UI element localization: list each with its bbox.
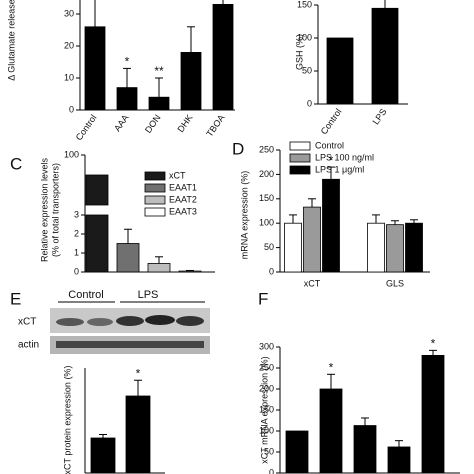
legend-label: xCT <box>169 170 186 180</box>
y-tick-label: 50 <box>302 65 312 75</box>
y-axis-label: mRNA expression (%) <box>239 171 249 260</box>
significance: * <box>431 337 436 351</box>
y-tick-label: 0 <box>74 266 79 276</box>
panel-label: F <box>258 289 268 308</box>
significance: ** <box>154 64 164 78</box>
legend-swatch <box>289 165 311 175</box>
bar <box>367 222 385 273</box>
bar <box>84 26 106 111</box>
y-tick-label: 3 <box>74 209 79 219</box>
y-tick-label: 0 <box>269 266 274 276</box>
bar <box>180 52 202 111</box>
bar <box>421 354 445 474</box>
y-tick-label: 100 <box>64 149 79 159</box>
panel-label: E <box>10 289 21 308</box>
y-tick-label: 50 <box>264 446 274 456</box>
lane-label: Control <box>68 289 103 301</box>
bar <box>178 270 202 273</box>
legend-swatch <box>289 153 311 163</box>
bar <box>371 7 399 105</box>
y-tick-label: 20 <box>64 40 74 50</box>
bar <box>326 37 354 105</box>
legend-swatch <box>144 207 166 217</box>
legend-label: Control <box>315 140 344 150</box>
y-axis-label: xCT protein expression (%) <box>62 366 72 474</box>
legend-label: EAAT3 <box>169 206 197 216</box>
y-tick-label: 150 <box>259 404 274 414</box>
y-tick-label: 100 <box>297 32 312 42</box>
y-axis-label: xCT mRNA expression (%) <box>259 356 269 463</box>
bar <box>353 425 377 474</box>
bar <box>147 263 171 273</box>
lane-label: LPS <box>138 289 159 301</box>
blot <box>50 301 210 354</box>
significance: * <box>329 153 334 167</box>
significance: * <box>136 366 141 380</box>
y-tick-label: 2 <box>74 228 79 238</box>
bar <box>285 430 309 474</box>
legend-label: LPS 1 μg/ml <box>315 164 364 174</box>
legend-label: EAAT2 <box>169 194 197 204</box>
bar <box>116 243 140 273</box>
band-label: actin <box>18 340 39 351</box>
legend-swatch <box>144 171 166 181</box>
y-tick-label: 50 <box>264 242 274 252</box>
bar-lower <box>85 214 109 273</box>
bar <box>148 96 170 111</box>
bar <box>116 87 138 111</box>
y-tick-label: 100 <box>259 425 274 435</box>
y-tick-label: 150 <box>297 0 312 9</box>
band-label: xCT <box>18 317 36 328</box>
bar <box>212 4 234 111</box>
y-tick-label: 250 <box>259 144 274 154</box>
y-tick-label: 0 <box>69 104 74 114</box>
bar <box>284 222 302 273</box>
panel-label: C <box>10 154 22 173</box>
bar <box>303 206 321 273</box>
y-tick-label: 1 <box>74 247 79 257</box>
y-axis-label: (% of total transporters) <box>50 163 60 257</box>
y-tick-label: 30 <box>64 8 74 18</box>
y-axis-label: GSH (%) <box>294 34 304 70</box>
legend-label: LPS 100 ng/ml <box>315 152 374 162</box>
x-tick-label: xCT <box>304 278 321 288</box>
panel-label: D <box>232 139 244 158</box>
y-tick-label: 200 <box>259 169 274 179</box>
significance: * <box>125 55 130 69</box>
bar <box>85 174 109 206</box>
y-tick-label: 150 <box>259 193 274 203</box>
bar <box>405 222 423 273</box>
y-axis-label: Δ Glutamate release <box>6 0 16 81</box>
y-tick-label: 0 <box>307 98 312 108</box>
legend-swatch <box>144 183 166 193</box>
bar <box>319 388 343 474</box>
y-tick-label: 200 <box>259 383 274 393</box>
y-tick-label: 250 <box>259 362 274 372</box>
bar <box>322 178 340 273</box>
bar <box>125 395 151 474</box>
y-tick-label: 10 <box>64 72 74 82</box>
y-tick-label: 300 <box>259 341 274 351</box>
y-tick-label: 0 <box>269 467 274 474</box>
legend-swatch <box>289 141 311 151</box>
bar <box>90 437 116 474</box>
legend-label: EAAT1 <box>169 182 197 192</box>
x-tick-label: GLS <box>386 278 404 288</box>
y-axis-label: Relative expression levels <box>39 157 49 262</box>
legend-swatch <box>144 195 166 205</box>
y-tick-label: 100 <box>259 218 274 228</box>
bar <box>387 446 411 474</box>
bar <box>386 224 404 273</box>
significance: * <box>329 360 334 374</box>
